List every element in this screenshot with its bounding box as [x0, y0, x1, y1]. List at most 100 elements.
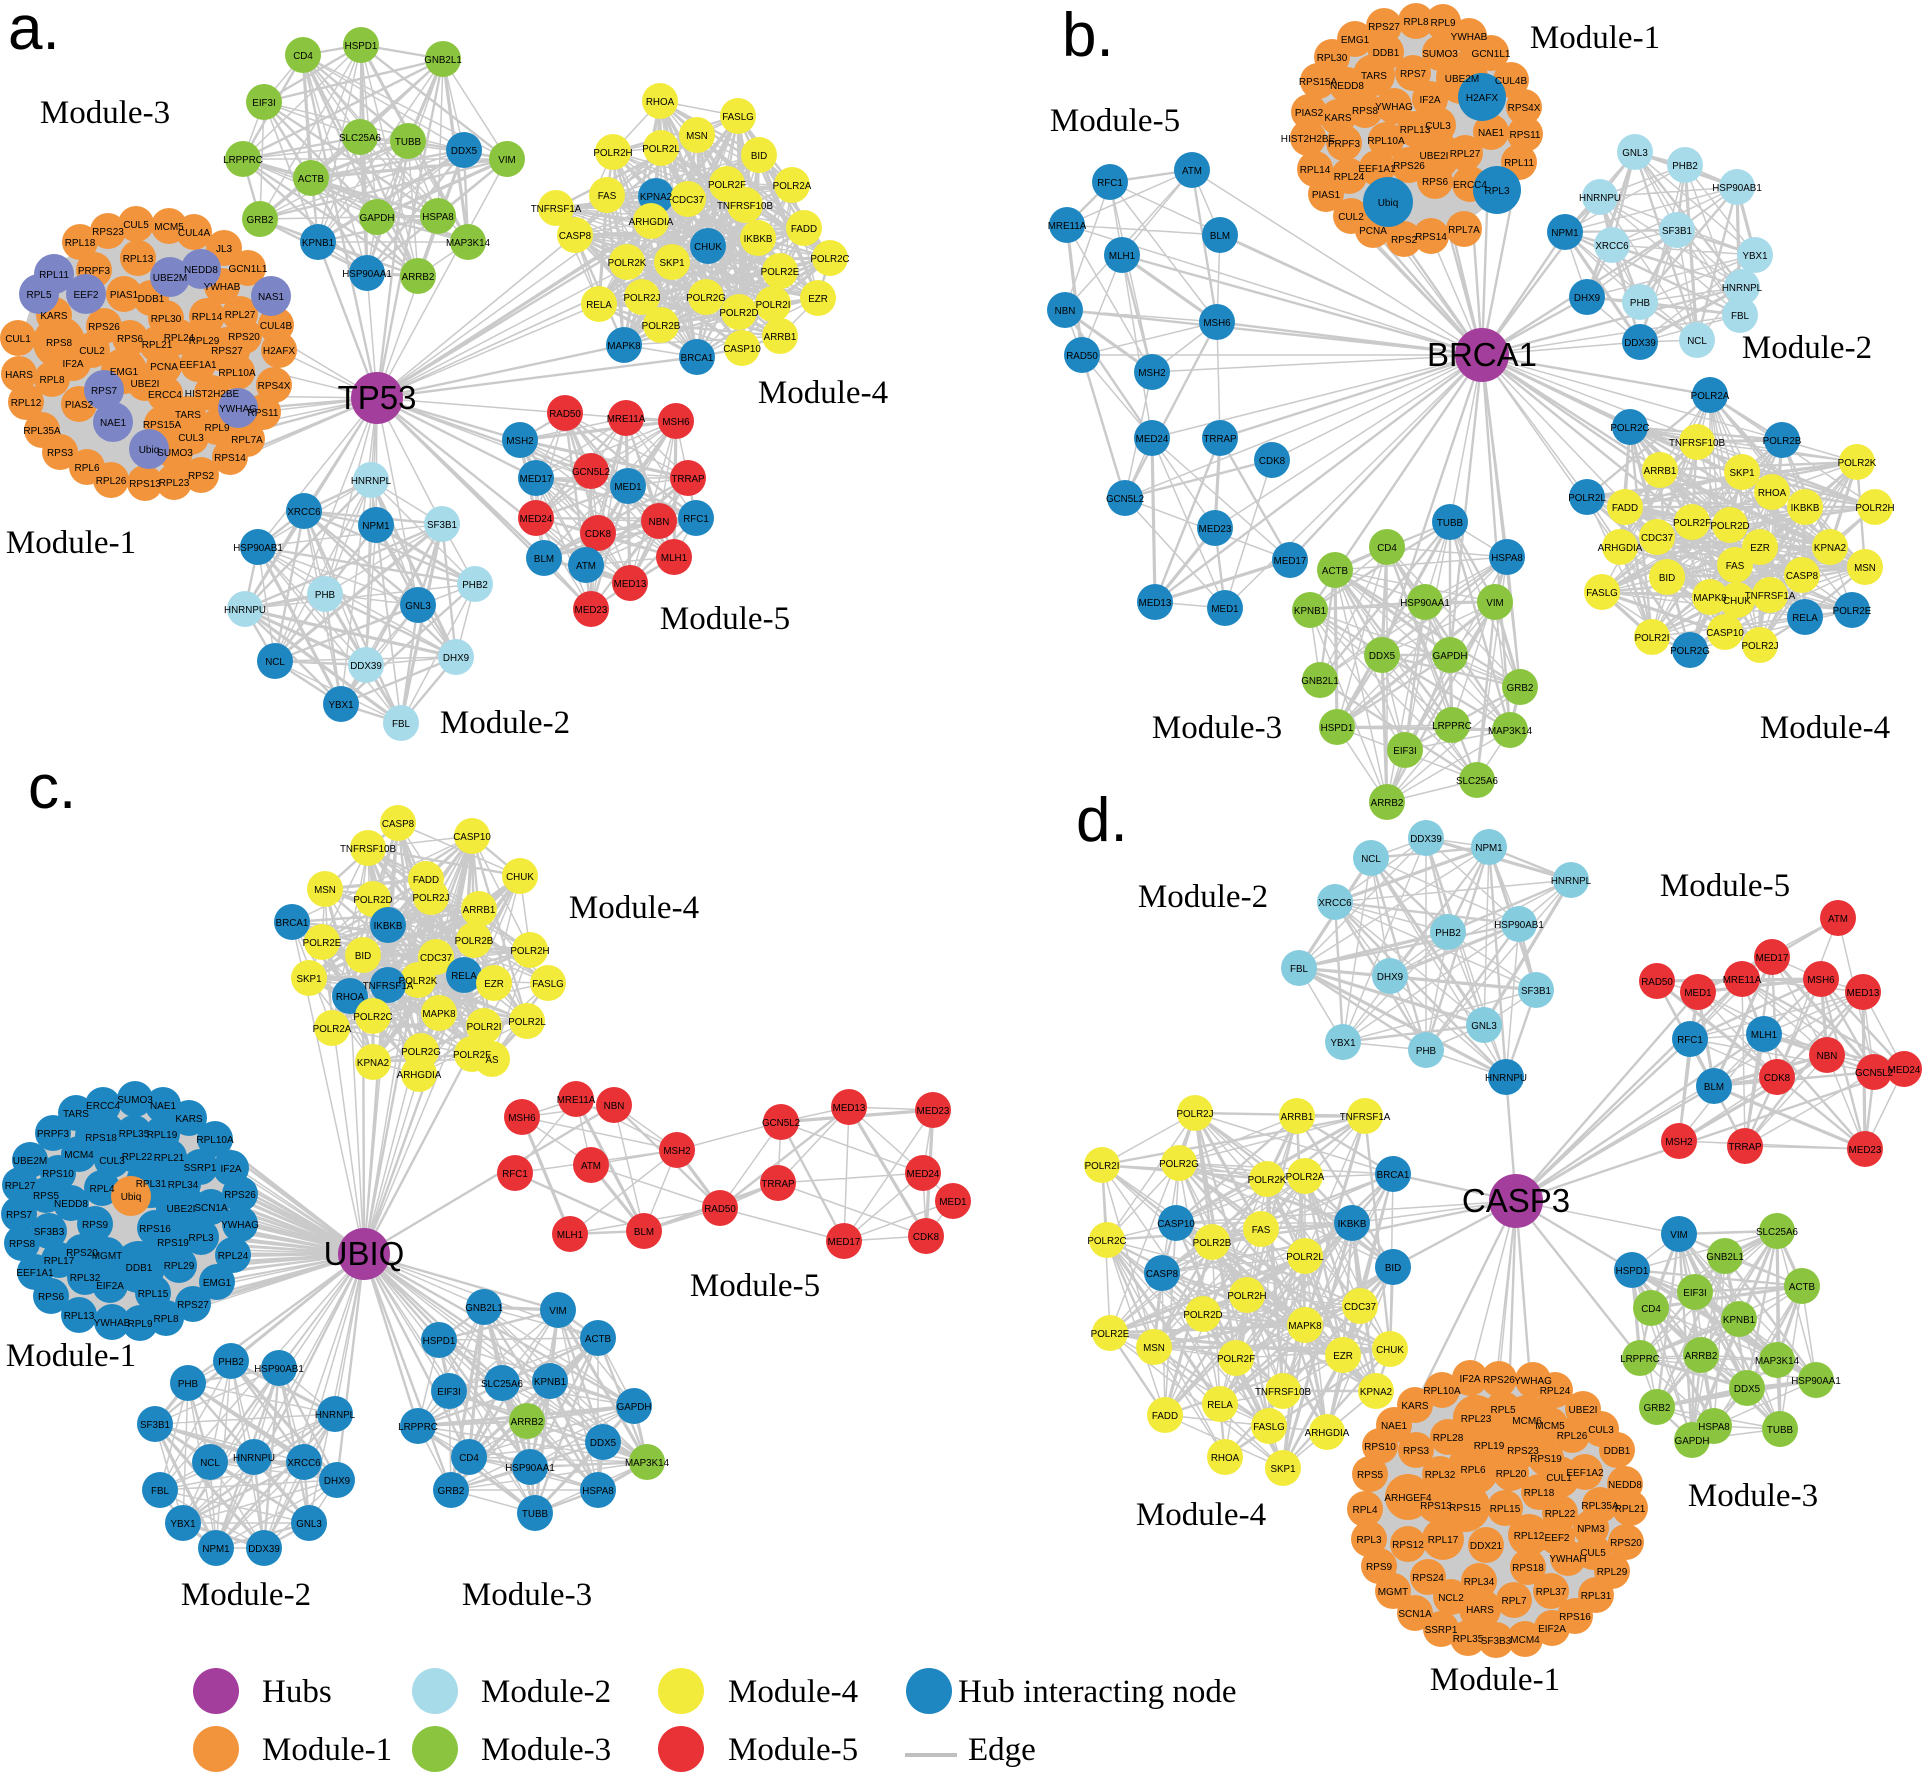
svg-text:TNFRSF10B: TNFRSF10B — [717, 201, 774, 212]
svg-text:POLR2A: POLR2A — [773, 181, 812, 192]
svg-text:HSPD1: HSPD1 — [1321, 723, 1354, 734]
svg-text:RAD50: RAD50 — [549, 409, 581, 420]
svg-text:NAE1: NAE1 — [150, 1101, 177, 1112]
svg-text:Module-4: Module-4 — [758, 375, 888, 411]
svg-text:MED23: MED23 — [575, 605, 608, 616]
svg-text:RPL24: RPL24 — [1540, 1386, 1571, 1397]
svg-text:AS: AS — [485, 1055, 499, 1066]
svg-text:MED13: MED13 — [833, 1103, 866, 1114]
svg-text:HNRNPL: HNRNPL — [351, 476, 392, 487]
svg-text:ARHGEF4: ARHGEF4 — [1384, 1493, 1432, 1504]
svg-text:HSP90AB1: HSP90AB1 — [1712, 183, 1762, 194]
svg-text:TARS: TARS — [63, 1109, 89, 1120]
svg-text:EIF2A: EIF2A — [96, 1281, 124, 1292]
svg-text:HSPD1: HSPD1 — [423, 1336, 456, 1347]
svg-text:Module-3: Module-3 — [481, 1732, 611, 1768]
svg-text:Module-4: Module-4 — [1136, 1497, 1266, 1533]
svg-text:YWHAB: YWHAB — [204, 282, 241, 293]
svg-text:YWHAG: YWHAG — [1375, 102, 1413, 113]
svg-text:NPM1: NPM1 — [362, 521, 389, 532]
svg-text:EZR: EZR — [484, 979, 504, 990]
svg-text:DDX39: DDX39 — [350, 661, 382, 672]
svg-text:KPNA2: KPNA2 — [640, 192, 672, 203]
svg-text:CUL1: CUL1 — [5, 334, 31, 345]
svg-text:ARHGDIA: ARHGDIA — [397, 1070, 442, 1081]
svg-text:RAD50: RAD50 — [704, 1204, 736, 1215]
svg-text:Ubiq: Ubiq — [121, 1192, 142, 1203]
svg-text:SKP1: SKP1 — [1729, 468, 1754, 479]
svg-text:RPS23: RPS23 — [92, 227, 124, 238]
svg-text:RPS27: RPS27 — [177, 1300, 209, 1311]
svg-text:RPS23: RPS23 — [1507, 1446, 1539, 1457]
svg-text:DDX21: DDX21 — [1470, 1541, 1503, 1552]
svg-text:NAE1: NAE1 — [1381, 1421, 1408, 1432]
svg-text:CUL4B: CUL4B — [1495, 76, 1528, 87]
svg-text:MSH6: MSH6 — [1807, 975, 1835, 986]
svg-text:RPL17: RPL17 — [44, 1256, 75, 1267]
svg-text:a.: a. — [8, 0, 60, 63]
svg-text:RPL18: RPL18 — [65, 238, 96, 249]
svg-text:RPS19: RPS19 — [157, 1238, 189, 1249]
svg-text:HSP90AA1: HSP90AA1 — [505, 1463, 555, 1474]
svg-text:HNRNPL: HNRNPL — [315, 1410, 356, 1421]
svg-text:CDK8: CDK8 — [913, 1232, 940, 1243]
svg-text:RPL32: RPL32 — [1425, 1470, 1456, 1481]
svg-text:RPS3: RPS3 — [47, 448, 74, 459]
svg-text:KARS: KARS — [1401, 1401, 1429, 1412]
svg-text:SCN1A: SCN1A — [194, 1203, 228, 1214]
svg-text:MAP3K14: MAP3K14 — [625, 1458, 670, 1469]
svg-text:RPL14: RPL14 — [1300, 165, 1331, 176]
svg-text:MSN: MSN — [1854, 563, 1876, 574]
svg-text:d.: d. — [1076, 786, 1128, 855]
svg-text:POLR2E: POLR2E — [303, 938, 342, 949]
svg-text:NAS1: NAS1 — [258, 292, 285, 303]
svg-text:RPS20: RPS20 — [228, 332, 260, 343]
svg-text:RPL28: RPL28 — [1433, 1433, 1464, 1444]
svg-text:Hub interacting node: Hub interacting node — [958, 1674, 1237, 1710]
svg-text:TNFRSF1A: TNFRSF1A — [1340, 1112, 1391, 1123]
svg-text:RPL29: RPL29 — [164, 1261, 195, 1272]
svg-text:BLM: BLM — [1210, 231, 1230, 242]
svg-text:SKP1: SKP1 — [659, 258, 684, 269]
svg-text:MSN: MSN — [314, 885, 336, 896]
svg-text:MED24: MED24 — [1888, 1065, 1921, 1076]
svg-text:SKP1: SKP1 — [1270, 1464, 1295, 1475]
svg-text:ACTB: ACTB — [298, 174, 325, 185]
svg-text:RPS5: RPS5 — [1357, 1470, 1384, 1481]
svg-text:TNFRSF10B: TNFRSF10B — [1669, 438, 1726, 449]
svg-text:KARS: KARS — [40, 311, 68, 322]
svg-text:ERCC4: ERCC4 — [86, 1101, 120, 1112]
svg-text:RPL14: RPL14 — [192, 312, 223, 323]
svg-text:POLR2G: POLR2G — [1159, 1159, 1199, 1170]
svg-text:BID: BID — [1659, 573, 1675, 584]
svg-text:KARS: KARS — [1324, 113, 1352, 124]
svg-text:VIM: VIM — [1486, 598, 1503, 609]
svg-text:Module-2: Module-2 — [1138, 879, 1268, 915]
svg-text:CUL2: CUL2 — [79, 346, 105, 357]
svg-text:XRCC6: XRCC6 — [287, 1458, 321, 1469]
svg-text:FBL: FBL — [151, 1486, 170, 1497]
svg-text:JL3: JL3 — [216, 244, 233, 255]
svg-text:POLR2A: POLR2A — [1286, 1172, 1325, 1183]
svg-text:NEDD8: NEDD8 — [1608, 1480, 1642, 1491]
svg-text:CASP10: CASP10 — [1157, 1219, 1195, 1230]
svg-text:XRCC6: XRCC6 — [1318, 898, 1352, 909]
svg-text:TRRAP: TRRAP — [1203, 434, 1237, 445]
svg-text:FAS: FAS — [1252, 1225, 1271, 1236]
svg-text:CASP8: CASP8 — [1786, 571, 1819, 582]
svg-text:MED24: MED24 — [907, 1169, 940, 1180]
svg-text:POLR2L: POLR2L — [642, 144, 680, 155]
svg-text:PRPF3: PRPF3 — [37, 1129, 70, 1140]
svg-text:POLR2B: POLR2B — [1193, 1238, 1232, 1249]
svg-text:NCL: NCL — [1687, 336, 1707, 347]
svg-text:POLR2D: POLR2D — [719, 308, 758, 319]
svg-text:CUL5: CUL5 — [1580, 1548, 1606, 1559]
svg-text:EEF1A2: EEF1A2 — [1566, 1468, 1604, 1479]
svg-text:GCN5L2: GCN5L2 — [572, 467, 610, 478]
svg-text:RPL30: RPL30 — [1317, 53, 1348, 64]
svg-text:POLR2K: POLR2K — [1248, 1175, 1287, 1186]
svg-text:CUL2: CUL2 — [1338, 212, 1364, 223]
svg-text:ARRB2: ARRB2 — [402, 272, 435, 283]
svg-text:Module-3: Module-3 — [1688, 1478, 1818, 1514]
svg-text:EMG1: EMG1 — [1341, 35, 1370, 46]
